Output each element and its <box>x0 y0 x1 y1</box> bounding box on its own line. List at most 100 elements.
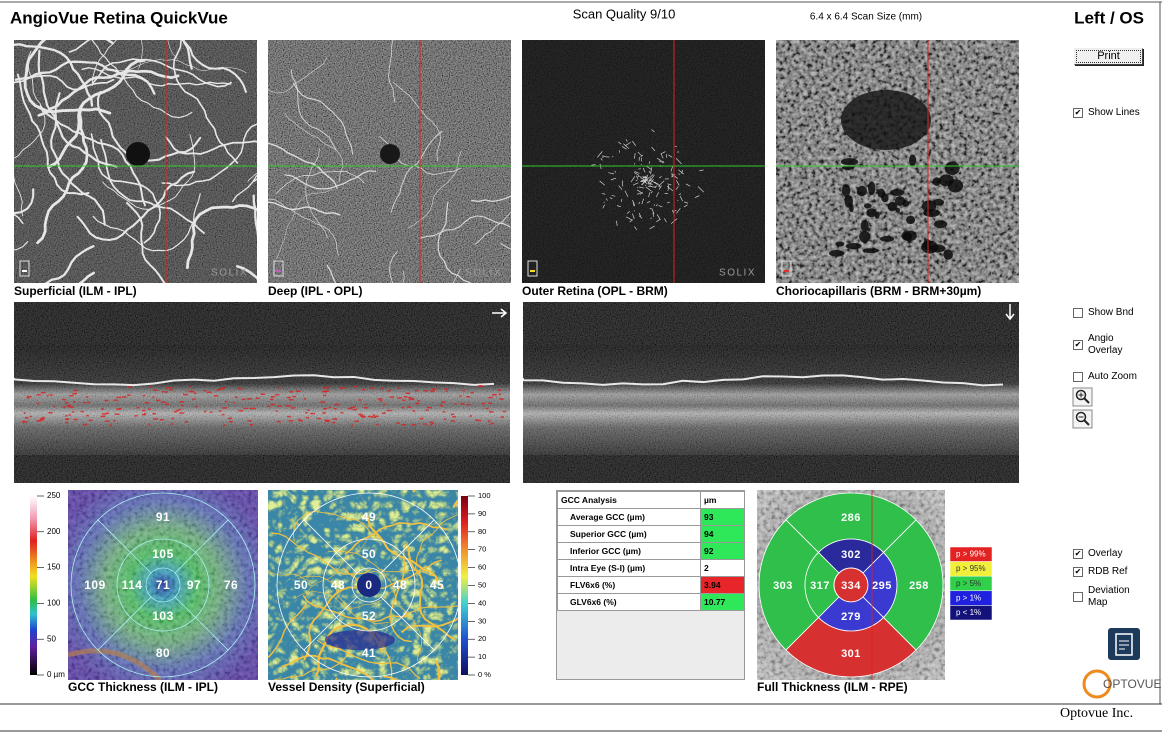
sector-value: 97 <box>187 578 201 592</box>
flow-overlay <box>86 414 89 417</box>
flow-overlay <box>72 392 77 395</box>
flow-overlay <box>24 417 29 419</box>
zoom-out[interactable] <box>1072 409 1093 429</box>
flow-overlay <box>148 423 151 426</box>
neovessel <box>660 153 664 159</box>
logo-ring <box>1082 669 1112 699</box>
flow-overlay <box>431 422 434 424</box>
flow-overlay <box>161 401 166 403</box>
vessel <box>23 40 112 115</box>
gcc-header-cell: GCC Analysis <box>557 491 701 509</box>
scale-label: 90 <box>478 509 486 518</box>
checkbox-box[interactable]: ✔ <box>1073 549 1083 559</box>
gcc-row: GLV6x6 (%) 10.77 <box>557 593 745 611</box>
dark-spot <box>887 201 898 212</box>
neovessel <box>667 185 670 191</box>
checkbox-box[interactable]: ✔ <box>1073 340 1083 350</box>
checkbox-box[interactable]: ✔ <box>1073 108 1083 118</box>
layer-icon-mark <box>22 270 27 272</box>
flow-overlay <box>36 420 40 422</box>
vessel <box>393 82 441 162</box>
flow-overlay <box>488 411 494 413</box>
sector-value: 45 <box>430 578 444 592</box>
flow-overlay <box>148 386 153 388</box>
neovessel <box>644 181 648 185</box>
scale-label: 150 <box>47 563 61 572</box>
dark-spot <box>828 250 845 257</box>
neovessel <box>630 176 636 183</box>
vessel <box>276 189 332 260</box>
vessel <box>172 40 239 164</box>
neovessel <box>672 173 678 179</box>
neovessel <box>620 199 623 202</box>
neovessel <box>677 199 679 201</box>
sector <box>785 616 917 678</box>
flow-overlay <box>353 386 358 388</box>
dark-spot <box>932 198 945 206</box>
dark-spot <box>856 185 868 197</box>
flow-overlay <box>444 388 448 390</box>
flow-overlay <box>287 415 291 418</box>
flow-overlay <box>194 405 198 408</box>
flow-overlay <box>67 405 72 408</box>
flow-overlay <box>386 390 391 392</box>
checkbox-box[interactable] <box>1073 308 1083 318</box>
report-icon[interactable] <box>1108 628 1140 660</box>
checkbox-box[interactable] <box>1073 372 1083 382</box>
neovessel <box>629 219 634 223</box>
dark-spot <box>938 174 954 187</box>
checkbox[interactable]: ✔ Angio Overlay <box>1073 333 1144 357</box>
speckle <box>14 302 510 483</box>
print-button[interactable]: Print <box>1074 48 1143 65</box>
flow-overlay <box>238 409 244 412</box>
flow-overlay <box>68 414 71 416</box>
flow-overlay <box>325 420 330 423</box>
vessel <box>182 40 193 70</box>
flow-overlay <box>39 418 45 420</box>
gcc-row: Intra Eye (S-I) (µm) 2 <box>557 559 745 577</box>
zoom-in[interactable] <box>1072 387 1093 407</box>
flow-overlay <box>481 402 485 405</box>
flow-overlay <box>234 396 238 398</box>
vessel <box>14 74 115 91</box>
flow-overlay <box>423 390 429 392</box>
neovessel <box>599 180 606 186</box>
neovessel <box>638 212 642 217</box>
vessel <box>275 170 365 194</box>
neovessel <box>661 160 664 163</box>
sector-value: 50 <box>294 578 308 592</box>
neovessel <box>683 201 689 204</box>
arrow-down <box>1005 304 1015 321</box>
vessel <box>293 82 354 155</box>
image-label: Deep (IPL - OPL) <box>268 284 362 298</box>
neovessel <box>644 176 650 182</box>
flow-overlay <box>490 422 495 425</box>
checkbox[interactable]: ✔ RDB Ref <box>1073 566 1144 578</box>
dark-spot <box>894 196 906 206</box>
flow-overlay <box>221 413 225 416</box>
checkbox[interactable]: Show Bnd <box>1073 307 1144 319</box>
vessel <box>268 198 339 256</box>
checkbox-box[interactable]: ✔ <box>1073 567 1083 577</box>
neovessel <box>597 151 603 158</box>
checkbox-label: Angio Overlay <box>1088 333 1123 356</box>
flow-overlay <box>414 389 419 392</box>
neovessel <box>649 178 654 185</box>
flow-overlay <box>322 387 328 389</box>
vessel <box>414 514 458 571</box>
checkbox-box[interactable] <box>1073 592 1083 602</box>
flow-overlay <box>101 408 104 410</box>
checkbox[interactable]: ✔ Overlay <box>1073 548 1144 560</box>
neovessel <box>648 170 652 175</box>
grid-spoke <box>303 519 358 574</box>
neovessel <box>625 139 628 142</box>
checkbox[interactable]: Auto Zoom <box>1073 371 1144 383</box>
flow-overlay <box>65 418 68 421</box>
checkbox[interactable]: Deviation Map <box>1073 585 1144 609</box>
flow-overlay <box>305 411 308 414</box>
sector-value: 76 <box>224 578 238 592</box>
sector-value: 48 <box>331 578 345 592</box>
checkbox[interactable]: ✔ Show Lines <box>1073 107 1144 119</box>
flow-overlay <box>327 386 330 389</box>
flow-overlay <box>270 395 275 398</box>
